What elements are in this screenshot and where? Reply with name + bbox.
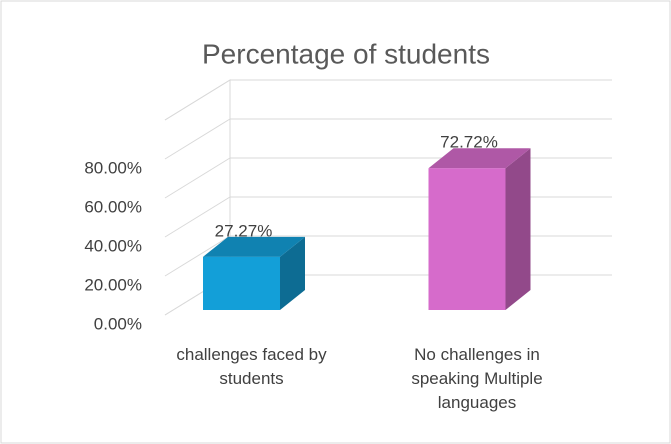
wall-top [164,79,231,121]
bar [428,168,506,310]
y-tick-label: 40.00% [84,236,142,255]
grid-line [164,118,612,160]
y-tick-label: 80.00% [84,158,142,177]
y-tick-label: 0.00% [94,314,142,333]
bar-top [203,236,305,257]
bar-side [505,148,531,310]
y-tick-label: 20.00% [84,275,142,294]
data-label: 27.27% [215,221,273,240]
chart-title: Percentage of students [202,38,490,69]
bar-side [280,236,305,310]
x-tick-label: challenges faced by students [176,345,327,388]
bar-top [428,148,531,169]
bar [203,256,280,310]
x-tick-label: No challenges in speaking Multiple langu… [411,345,543,412]
y-tick-label: 60.00% [84,197,142,216]
data-label: 72.72% [440,133,498,152]
